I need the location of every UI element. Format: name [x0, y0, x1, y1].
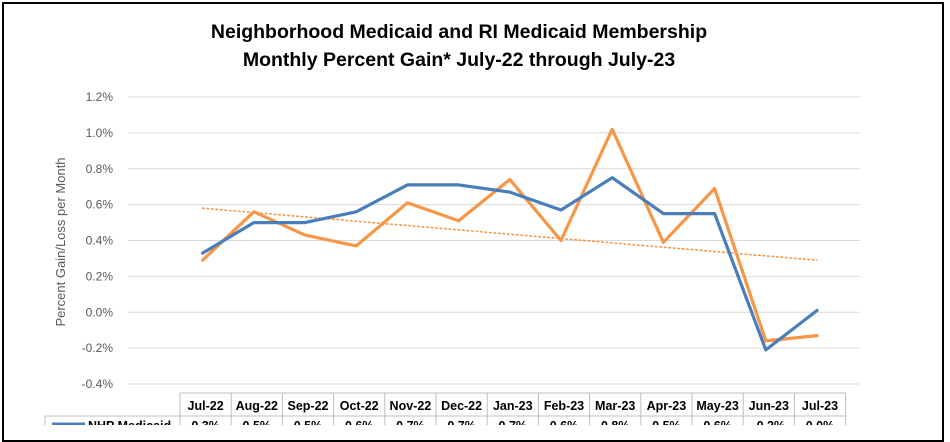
legend-label-nhp-medicaid: NHP Medicaid [88, 419, 171, 425]
table-value-cell: 0.7% [499, 419, 528, 425]
table-value-cell: 0.5% [243, 419, 272, 425]
y-tick-label: 0.4% [86, 234, 114, 248]
x-category-label: Jan-23 [493, 399, 533, 413]
y-tick-label: -0.2% [82, 341, 114, 355]
y-tick-label: -0.4% [82, 377, 114, 391]
y-tick-label: 1.0% [86, 126, 114, 140]
table-value-cell: 0.8% [601, 419, 630, 425]
x-category-label: Jun-23 [749, 399, 789, 413]
x-category-label: Dec-22 [441, 399, 482, 413]
series-line-nhp-medicaid [201, 176, 819, 352]
chart-subtitle: Monthly Percent Gain* July-22 through Ju… [242, 49, 676, 71]
y-tick-label: 0.0% [86, 305, 114, 319]
line-chart: -0.4% -0.2% 0.0% 0.2% 0.4% 0.6% 0.8% 1.0% 1.2% P… [44, 90, 860, 425]
trendline-line [201, 207, 818, 262]
x-category-label: Jul-22 [188, 399, 224, 413]
y-axis-ticks: -0.4% -0.2% 0.0% 0.2% 0.4% 0.6% 0.8% 1.0% 1.2% [82, 90, 114, 391]
y-tick-label: 1.2% [86, 90, 114, 104]
chart-title: Neighborhood Medicaid and RI Medicaid Me… [210, 21, 708, 43]
y-tick-label: 0.8% [86, 162, 114, 176]
x-category-label: Mar-23 [595, 399, 635, 413]
data-table: Jul-22 Aug-22 Sep-22 Oct-22 Nov-22 Dec-22 Jan-… [44, 392, 847, 425]
trendline [201, 207, 818, 262]
x-category-label: Jul-23 [802, 399, 838, 413]
series-lines [201, 127, 819, 352]
table-value-cell: 0.5% [294, 419, 323, 425]
y-axis-label: Percent Gain/Loss per Month [53, 157, 68, 326]
table-value-cell: 0.6% [345, 419, 374, 425]
x-category-label: Oct-22 [340, 399, 379, 413]
table-value-cell: 0.7% [447, 419, 476, 425]
chart-title-block: Neighborhood Medicaid and RI Medicaid Me… [4, 18, 914, 74]
table-value-cell: 0.3% [191, 419, 220, 425]
table-value-cell: 0.5% [652, 419, 681, 425]
table-value-cell: 0.7% [396, 419, 425, 425]
x-category-label: Aug-22 [236, 399, 278, 413]
table-value-cell: -0.2% [752, 419, 785, 425]
gridlines [128, 96, 860, 385]
table-value-cell: 0.6% [550, 419, 579, 425]
table-value-cell: 0.6% [703, 419, 732, 425]
table-value-cell: 0.0% [806, 419, 835, 425]
y-tick-label: 0.6% [86, 198, 114, 212]
x-category-label: Sep-22 [288, 399, 329, 413]
x-category-label: Nov-22 [390, 399, 432, 413]
x-category-label: Feb-23 [544, 399, 584, 413]
x-category-label: Apr-23 [647, 399, 687, 413]
y-tick-label: 0.2% [86, 269, 114, 283]
series-line-orange [201, 127, 819, 343]
x-category-label: May-23 [696, 399, 738, 413]
